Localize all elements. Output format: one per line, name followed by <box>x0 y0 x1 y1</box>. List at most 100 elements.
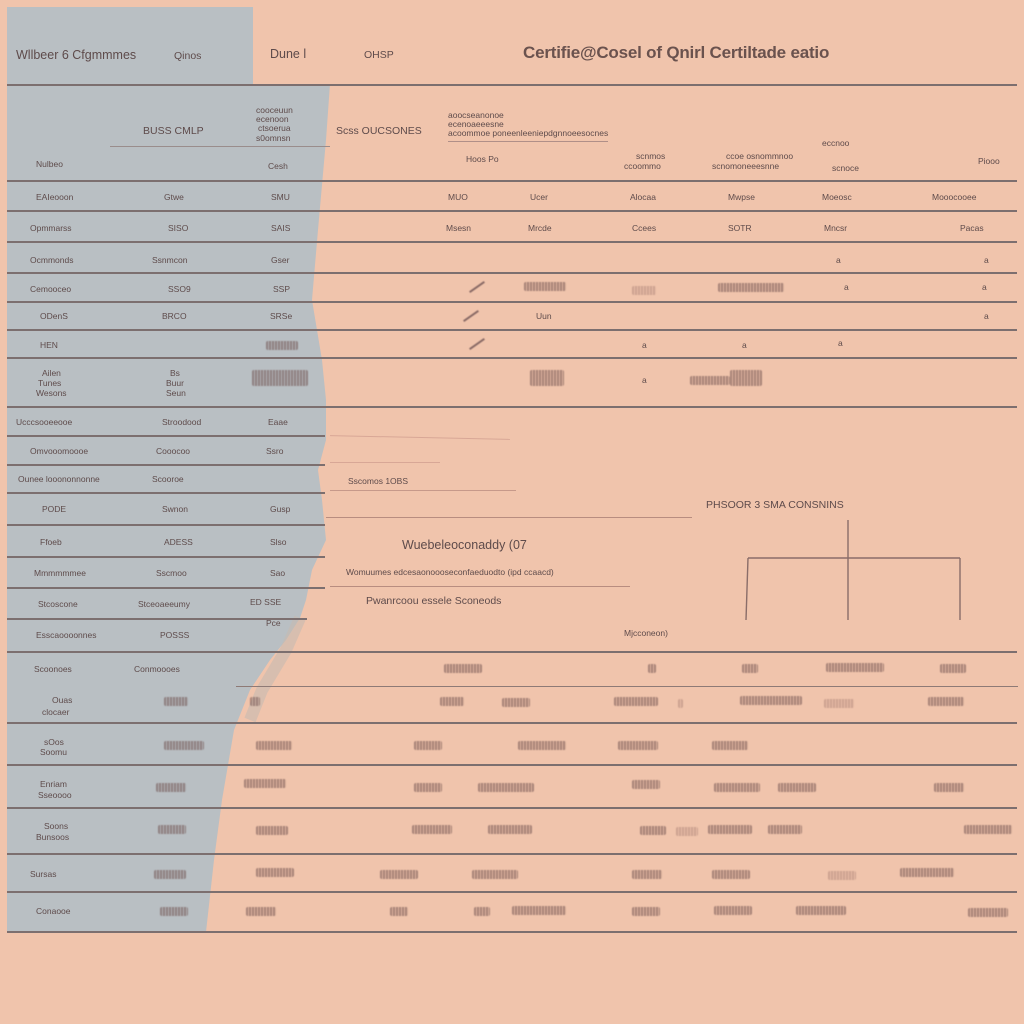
row-mark: a <box>984 311 989 321</box>
illegible-entry <box>488 825 532 834</box>
subheader-mid-label: Scss OUCSONES <box>336 125 422 137</box>
row-label: Mmmmmmee <box>34 568 86 578</box>
underline <box>110 146 330 147</box>
illegible-entry <box>512 906 566 915</box>
illegible-entry <box>618 741 658 750</box>
row-label: Sseoooo <box>38 790 72 800</box>
row-value: BRCO <box>162 311 187 321</box>
illegible-entry <box>714 783 760 792</box>
faint-line <box>330 586 630 588</box>
illegible-entry <box>632 780 660 789</box>
row-value: Gtwe <box>164 192 184 202</box>
illegible-entry <box>730 370 762 386</box>
divider-line <box>7 406 1017 408</box>
row-mark: a <box>836 255 841 265</box>
divider-line <box>236 686 1018 688</box>
illegible-entry <box>250 697 260 706</box>
faint-line <box>330 462 440 463</box>
row-value: ADESS <box>164 537 193 547</box>
column-header: ccoommo <box>624 161 661 171</box>
illegible-entry <box>678 699 683 708</box>
row-value: Gser <box>271 255 290 265</box>
illegible-entry <box>648 664 656 673</box>
row-label: Bunsoos <box>36 832 70 842</box>
illegible-entry <box>778 783 816 792</box>
row-label: Enriam <box>40 779 67 789</box>
row-value: Slso <box>270 537 287 547</box>
row-label: Sursas <box>30 869 57 879</box>
row-mark: a <box>844 282 849 292</box>
illegible-entry <box>478 783 534 792</box>
subheader-right-small: ecenoaeeesne <box>448 119 504 129</box>
row-value: Pce <box>266 618 281 628</box>
illegible-entry <box>740 696 802 705</box>
row-label: Soons <box>44 821 69 831</box>
divider-line <box>7 301 1017 303</box>
row-text: Sscomos 1OBS <box>348 476 408 486</box>
illegible-entry <box>742 664 758 673</box>
row-value: Eaae <box>268 417 288 427</box>
illegible-entry <box>244 779 286 788</box>
row-label: Ffoeb <box>40 537 62 547</box>
column-header: Hoos Po <box>466 154 499 164</box>
illegible-entry <box>444 664 482 673</box>
row-value: Uun <box>536 311 552 321</box>
row-label: Ucccsooeeooe <box>16 417 73 427</box>
row-mark: a <box>742 340 747 350</box>
row-value: SSO9 <box>168 284 191 294</box>
divider-line <box>7 853 1017 855</box>
column-header: Nulbeo <box>36 159 63 169</box>
illegible-entry <box>256 741 292 750</box>
row-value: SAIS <box>271 223 291 233</box>
row-label: HEN <box>40 340 58 350</box>
row-label: Ocmmonds <box>30 255 74 265</box>
column-header: ccoe osnommnoo <box>726 151 794 161</box>
divider-line <box>7 618 307 620</box>
illegible-entry <box>440 697 464 706</box>
divider-line <box>7 357 1017 359</box>
divider-line <box>7 241 1017 243</box>
row-label: EAIeooon <box>36 192 74 202</box>
row-label: Cemooceo <box>30 284 72 294</box>
section-heading: Wuebeleoconaddy (07 <box>402 538 527 552</box>
illegible-entry <box>934 783 964 792</box>
row-value: Sscmoo <box>156 568 187 578</box>
illegible-entry <box>266 341 298 350</box>
divider-line <box>7 764 1017 766</box>
column-header: eccnoo <box>822 138 850 148</box>
illegible-entry <box>614 697 658 706</box>
row-label: clocaer <box>42 707 70 717</box>
divider-line <box>7 931 1017 933</box>
subheader-mid-line: s0omnsn <box>256 133 291 143</box>
illegible-entry <box>718 283 784 292</box>
illegible-entry <box>632 907 660 916</box>
row-label: ODenS <box>40 311 68 321</box>
column-header: scnoce <box>832 163 859 173</box>
row-label: PODE <box>42 504 67 514</box>
row-mark: a <box>642 375 647 385</box>
illegible-entry <box>824 699 854 708</box>
column-header: Piooo <box>978 156 1000 166</box>
faint-line <box>330 490 516 492</box>
subheader-mid-line: ecenoon <box>256 114 289 124</box>
row-label: sOos <box>44 737 64 747</box>
row-value: Msesn <box>446 223 472 233</box>
illegible-entry <box>826 663 884 672</box>
illegible-entry <box>472 870 518 879</box>
illegible-entry <box>164 741 204 750</box>
illegible-entry <box>256 826 288 835</box>
row-label: Esscaoooonnes <box>36 630 97 640</box>
column-header: Cesh <box>268 161 288 171</box>
illegible-entry <box>712 870 750 879</box>
illegible-entry <box>412 825 452 834</box>
illegible-entry <box>768 825 802 834</box>
row-value: Moeosc <box>822 192 852 202</box>
illegible-entry <box>252 370 308 386</box>
row-mark: a <box>642 340 647 350</box>
illegible-entry <box>940 664 966 673</box>
divider-line <box>7 329 1017 331</box>
illegible-entry <box>246 907 276 916</box>
divider-line <box>7 524 325 526</box>
divider-line <box>7 651 1017 653</box>
